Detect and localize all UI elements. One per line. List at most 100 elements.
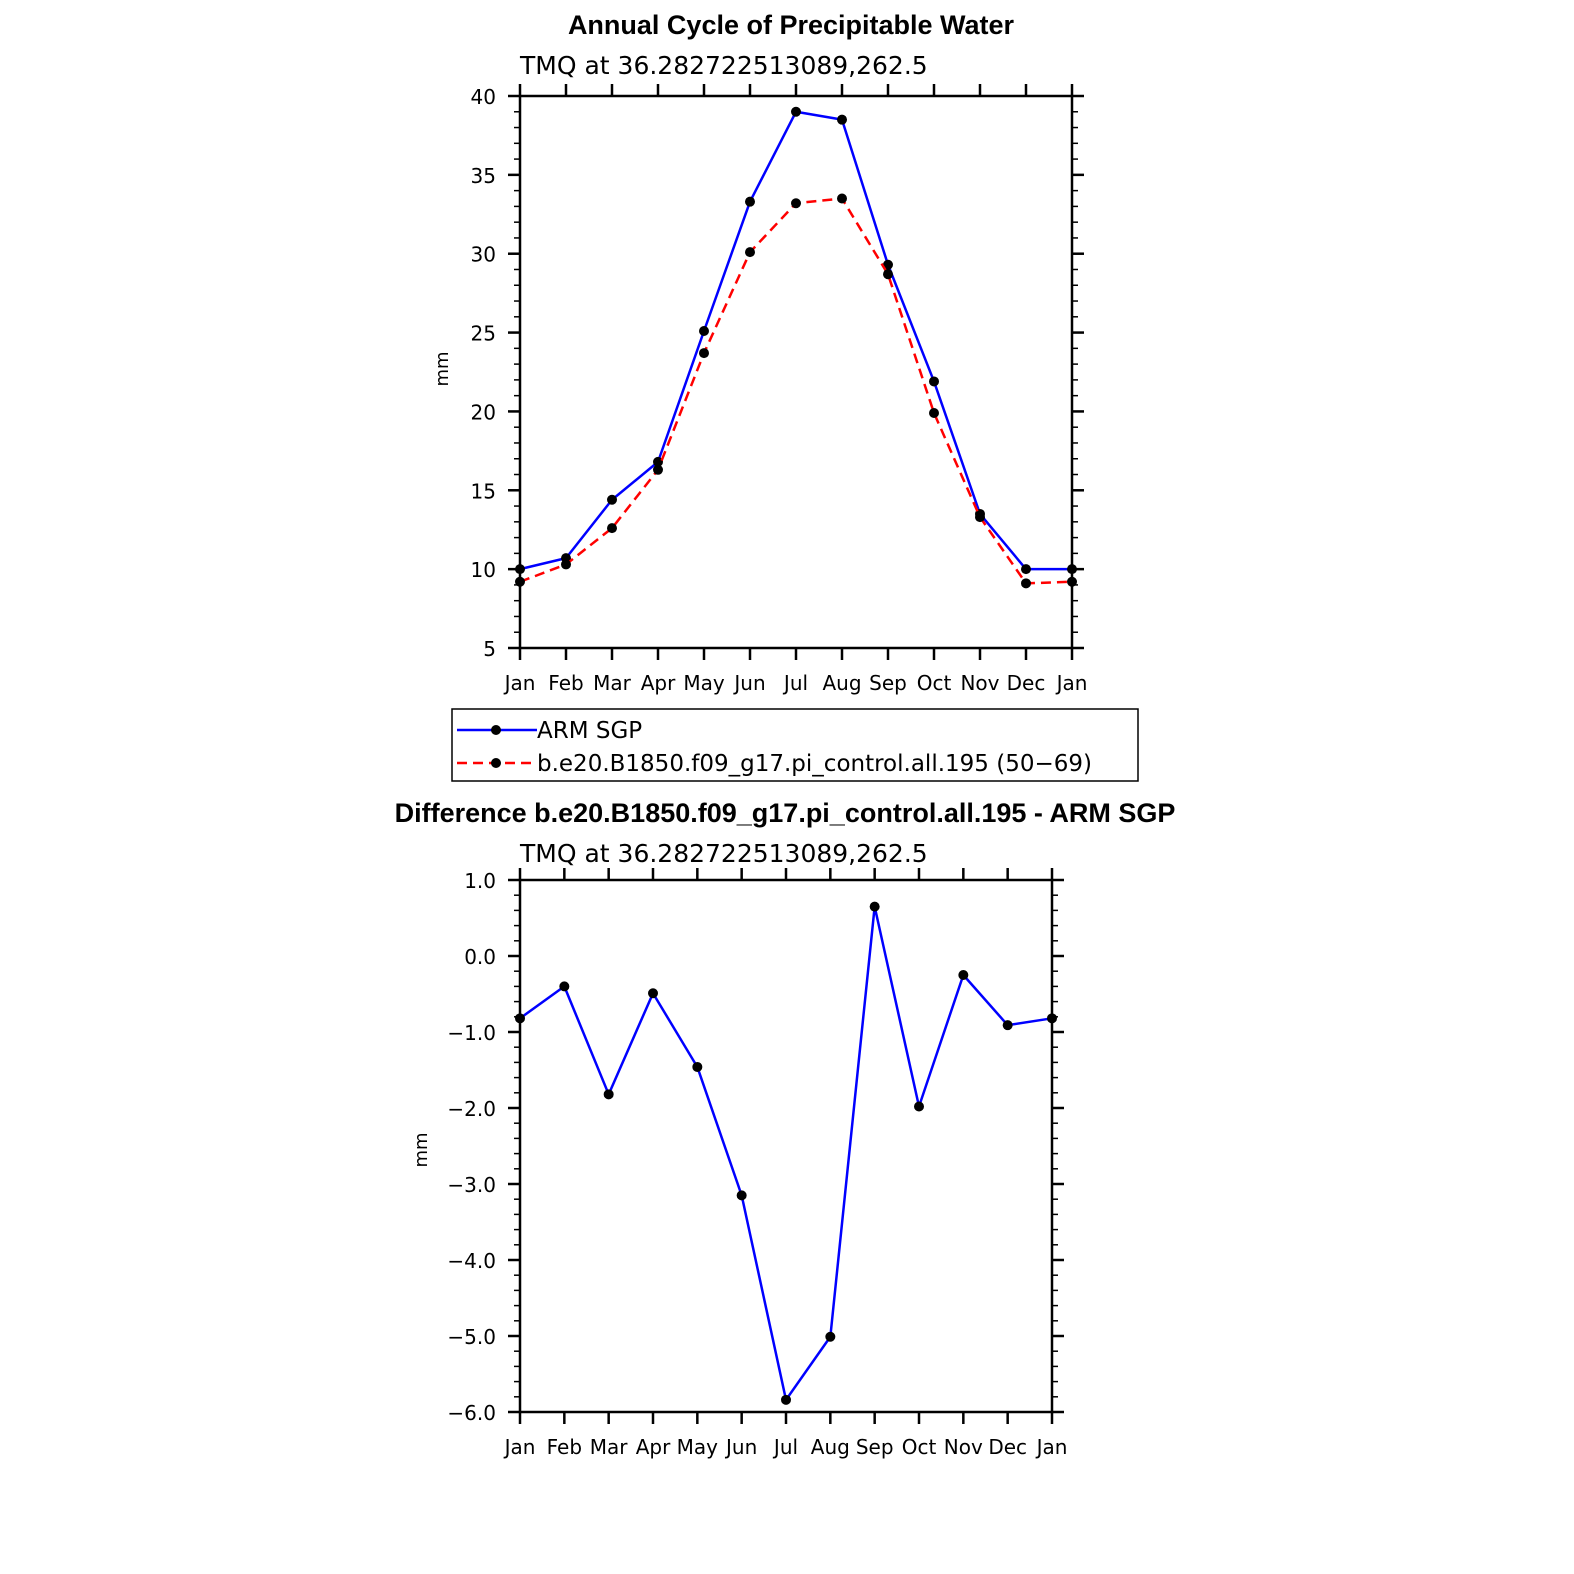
bottom-chart-series-line-0 bbox=[519, 905, 1053, 1402]
top-chart-xtick-label: Sep bbox=[869, 671, 907, 695]
bottom-chart-xtick-label: May bbox=[677, 1435, 719, 1459]
top-chart-series-1-point bbox=[1067, 576, 1077, 587]
top-chart-series-1-point bbox=[929, 408, 939, 419]
top-chart-series-0-point bbox=[607, 494, 617, 505]
legend-marker-model bbox=[491, 758, 501, 768]
top-chart-series-0-point bbox=[745, 196, 755, 207]
top-chart-ytick-label: 40 bbox=[471, 85, 496, 109]
bottom-chart-xtick-label: Feb bbox=[547, 1435, 582, 1459]
top-chart-xtick-label: Apr bbox=[641, 671, 676, 695]
bottom-chart-series-0-point bbox=[736, 1190, 747, 1201]
bottom-chart-series-0-point bbox=[692, 1061, 703, 1072]
top-chart-series-0-point bbox=[653, 456, 663, 467]
bottom-chart-ylabel: mm bbox=[411, 1132, 432, 1167]
legend: ARM SGP b.e20.B1850.f09_g17.pi_control.a… bbox=[451, 708, 1139, 782]
top-chart-series-1-point bbox=[607, 523, 617, 534]
top-chart-title: Annual Cycle of Precipitable Water bbox=[568, 10, 1015, 40]
bottom-chart-axes: Jan Feb Mar Apr May Jun Jul Aug Sep Oct Nov Dec Jan−… bbox=[447, 868, 1067, 1459]
top-chart-frame bbox=[518, 94, 1074, 650]
bottom-chart-subtitle: TMQ at 36.282722513089,262.5 bbox=[519, 839, 928, 868]
bottom-chart-series-0-point bbox=[914, 1101, 924, 1112]
bottom-chart-xtick-label: Apr bbox=[636, 1435, 671, 1459]
top-chart-series-0-point bbox=[837, 114, 847, 125]
top-chart-ylabel: mm bbox=[432, 351, 453, 386]
top-chart-xtick-label: Jul bbox=[782, 671, 808, 695]
top-chart-xtick-label: Aug bbox=[822, 671, 861, 695]
bottom-chart-series-0-point bbox=[603, 1089, 614, 1100]
legend-box bbox=[451, 708, 1139, 782]
bottom-chart-frame bbox=[518, 878, 1054, 1414]
top-chart-series-line-0 bbox=[519, 110, 1072, 571]
top-chart-series-1-point bbox=[653, 464, 663, 475]
top-chart-series-0-point bbox=[929, 376, 939, 387]
bottom-chart-series-0-point bbox=[781, 1394, 791, 1405]
top-chart-subtitle: TMQ at 36.282722513089,262.5 bbox=[519, 51, 928, 80]
legend-marker-arm-sgp bbox=[491, 725, 501, 735]
top-chart-series-1-point bbox=[561, 559, 571, 570]
bottom-chart-series-0-point bbox=[1002, 1020, 1013, 1031]
bottom-chart-xtick-label: Jan bbox=[1035, 1435, 1068, 1459]
top-chart-series-1-point bbox=[791, 198, 801, 209]
top-chart-xtick-label: Feb bbox=[548, 671, 583, 695]
top-chart-series-1-point bbox=[1021, 578, 1031, 589]
top-chart-xtick-label: Dec bbox=[1007, 671, 1046, 695]
top-chart-xtick-label: Jan bbox=[1055, 671, 1088, 695]
top-chart-ytick-label: 25 bbox=[471, 322, 496, 346]
bottom-chart-ytick-label: −5.0 bbox=[447, 1325, 496, 1349]
bottom-chart-series-0-point bbox=[869, 901, 880, 912]
bottom-chart-xtick-label: Dec bbox=[988, 1435, 1027, 1459]
bottom-chart-xtick-label: Mar bbox=[590, 1435, 629, 1459]
bottom-chart: Difference b.e20.B1850.f09_g17.pi_contro… bbox=[395, 798, 1176, 1459]
top-chart-series-0-point bbox=[1067, 564, 1077, 575]
bottom-chart-series-0-point bbox=[958, 970, 969, 980]
bottom-chart-ytick-label: −3.0 bbox=[447, 1173, 496, 1197]
bottom-chart-ytick-label: −4.0 bbox=[447, 1249, 496, 1273]
top-chart-axes: Jan Feb Mar Apr May Jun Jul Aug Sep Oct Nov Dec Jan 5… bbox=[471, 84, 1088, 695]
top-chart-series-0-point bbox=[1021, 564, 1031, 575]
top-chart-ytick-label: 5 bbox=[483, 637, 496, 661]
bottom-chart-xtick-label: Jan bbox=[503, 1435, 536, 1459]
bottom-chart-series-0-point bbox=[1047, 1013, 1057, 1024]
bottom-chart-ytick-label: −2.0 bbox=[447, 1097, 496, 1121]
top-chart: Annual Cycle of Precipitable Water TMQ a… bbox=[432, 10, 1087, 695]
top-chart-series-1-point bbox=[699, 348, 709, 359]
bottom-chart-xtick-label: Oct bbox=[902, 1435, 937, 1459]
bottom-chart-xtick-label: Nov bbox=[944, 1435, 983, 1459]
top-chart-ytick-label: 30 bbox=[471, 243, 496, 267]
bottom-chart-ytick-label: −1.0 bbox=[447, 1021, 496, 1045]
bottom-chart-xtick-label: Sep bbox=[856, 1435, 894, 1459]
top-chart-ytick-label: 20 bbox=[471, 400, 496, 424]
bottom-chart-series-0-point bbox=[825, 1331, 836, 1342]
bottom-chart-ytick-label: 1.0 bbox=[464, 869, 496, 893]
top-chart-ytick-label: 35 bbox=[471, 164, 496, 188]
top-chart-xtick-label: Jun bbox=[732, 671, 765, 695]
top-chart-series-1-point bbox=[837, 193, 847, 204]
bottom-chart-xtick-label: Jun bbox=[724, 1435, 757, 1459]
top-chart-series-1-point bbox=[745, 247, 755, 258]
top-chart-series-0-point bbox=[791, 106, 801, 117]
top-chart-series-0-point bbox=[515, 564, 525, 575]
top-chart-xtick-label: Jan bbox=[503, 671, 536, 695]
top-chart-series-1-point bbox=[883, 269, 893, 280]
top-chart-series-1-point bbox=[515, 576, 525, 587]
bottom-chart-series-0-point bbox=[559, 981, 570, 992]
bottom-chart-series-0-point bbox=[515, 1013, 525, 1024]
bottom-chart-plot-area bbox=[515, 901, 1057, 1405]
top-chart-ytick-label: 10 bbox=[471, 558, 496, 582]
bottom-chart-title: Difference b.e20.B1850.f09_g17.pi_contro… bbox=[395, 798, 1176, 828]
top-chart-series-0-point bbox=[883, 259, 893, 270]
top-chart-series-1-point bbox=[975, 512, 985, 523]
legend-label-arm-sgp: ARM SGP bbox=[537, 718, 642, 744]
top-chart-plot-area bbox=[515, 106, 1077, 589]
top-chart-ytick-label: 15 bbox=[471, 479, 496, 503]
top-chart-xtick-label: Mar bbox=[593, 671, 632, 695]
top-chart-xtick-label: Oct bbox=[917, 671, 952, 695]
top-chart-xtick-label: Nov bbox=[960, 671, 999, 695]
top-chart-series-0-point bbox=[699, 325, 709, 336]
bottom-chart-ytick-label: 0.0 bbox=[464, 945, 496, 969]
bottom-chart-xtick-label: Jul bbox=[772, 1435, 798, 1459]
legend-label-model: b.e20.B1850.f09_g17.pi_control.all.195 (… bbox=[537, 751, 1092, 777]
bottom-chart-xtick-label: Aug bbox=[811, 1435, 850, 1459]
bottom-chart-ytick-label: −6.0 bbox=[447, 1401, 496, 1425]
